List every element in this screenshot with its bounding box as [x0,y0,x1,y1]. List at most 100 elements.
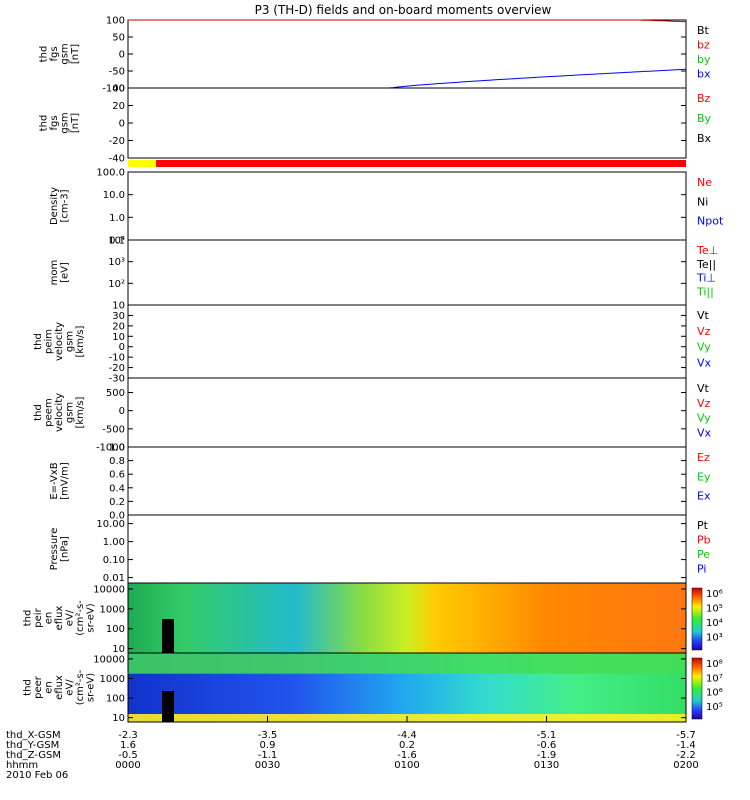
x-tick-label: -5.7 [676,730,696,741]
legend-entry: Ne [697,176,712,189]
x-row-label: thd_Z-GSM [6,750,61,761]
y-tick-label: 10.0 [103,190,125,201]
panel-peir_eflux: 10⁶ 10⁵ 10⁴ 10³ 10000 1000 100 10 thd peir en eflux… [23,582,723,655]
x-tick-label: -1.9 [537,750,557,761]
x-tick-label: 0100 [394,760,419,771]
y-axis-label: mom [49,260,60,286]
y-tick-label: 30 [112,311,125,322]
panel-peem_velocity: 500 0 -500 -1000 thd peem velocity gsm [km/s] Vt V… [33,378,712,454]
status-bar-yellow [128,160,156,167]
y-tick-label: -20 [109,363,125,374]
y-tick-label: 0 [119,50,125,61]
x-tick-label: -3.5 [258,730,278,741]
x-tick-label: 0.2 [399,740,415,751]
y-axis-label: thd [23,610,34,627]
data-gap [162,619,174,653]
y-tick-label: -100 [102,84,125,95]
x-row-label: thd_Y-GSM [6,740,59,751]
x-tick-label: -2.2 [676,750,696,761]
series-bx [128,68,687,89]
y-axis-label: velocity [54,393,65,432]
legend-entry: Pb [697,534,711,547]
x-tick-label: 1.6 [120,740,136,751]
legend-entry: Ni [697,195,708,208]
legend-entry: Ex [697,490,711,503]
x-tick-label: -0.6 [537,740,557,751]
y-tick-label: 500 [106,388,125,399]
y-axis-label: (cm²-s- [75,600,86,636]
y-axis-label: [eV] [59,262,70,283]
panel-fgs_gsm2: 40 20 0 -20 -40 thd fgs gsm [nT] Bz By Bx [38,84,712,165]
legend-entry: Ey [697,470,711,483]
x-axis-annotation: thd_X-GSM -2.3 -3.5 -4.4 -5.1 -5.7 thd_Y-GSM 1.… [6,716,699,781]
y-axis-label: sr-eV) [86,673,97,702]
y-axis-label: [km/s] [75,325,86,357]
y-axis-label: gsm [59,43,70,64]
y-axis-label: [km/s] [75,396,86,428]
y-tick-label: 0.10 [103,555,125,566]
y-tick-label: 10² [108,279,125,290]
y-axis-label: gsm [59,112,70,133]
x-tick-label: -0.5 [118,750,138,761]
y-tick-label: 0.4 [109,483,125,494]
y-tick-label: 40 [112,84,125,95]
y-axis-label: thd [33,333,44,350]
legend-entry: bz [697,39,710,52]
y-axis-label: peer [33,675,44,699]
spectrogram-fill [128,583,686,653]
legend-entry: Vz [697,397,711,410]
y-axis-label: [mV/m] [59,462,70,500]
colorbar [691,657,703,720]
panel-frame [127,87,687,159]
y-axis-label: [nT] [70,113,81,133]
y-tick-label: 20 [112,101,125,112]
y-axis-label: thd [33,404,44,421]
panel-frame [127,304,687,379]
y-axis-label: E=-VxB [49,462,60,499]
x-tick-label: -1.1 [258,750,278,761]
y-tick-label: 10 [112,332,125,343]
y-axis-label: [nPa] [59,536,70,562]
colorbar-tick-label: 10⁵ [706,702,723,713]
panel-frame [127,446,687,516]
y-tick-label: -500 [102,424,125,435]
y-tick-label: -30 [109,374,125,385]
y-tick-label: 20 [112,321,125,332]
y-tick-label: -50 [109,67,125,78]
colorbar-tick-label: 10³ [706,633,723,644]
y-axis-label: thd [38,46,49,63]
colorbar-tick-label: 10⁶ [706,688,723,699]
y-tick-label: 100.0 [96,168,125,179]
spectrogram-top-band [128,653,686,674]
x-tick-label: -1.4 [676,740,696,751]
y-axis-label: sr-eV) [86,603,97,632]
y-tick-label: 50 [112,33,125,44]
y-tick-label: 0.2 [109,497,125,508]
colorbar [691,587,703,651]
x-row-label: thd_X-GSM [6,730,61,741]
y-tick-label: -20 [109,136,125,147]
legend-entry: bx [697,68,711,81]
y-tick-label: 0 [119,342,125,353]
x-tick-label: -4.4 [397,730,417,741]
legend-entry: Bx [697,132,712,145]
x-tick-label: -1.6 [397,750,417,761]
y-tick-label: 0 [119,119,125,130]
y-tick-label: 10.00 [96,519,125,530]
panel-frame [127,514,687,584]
y-axis-label: thd [38,115,49,132]
y-axis-label: peem [44,398,55,426]
y-axis-label: fgs [49,46,60,61]
y-axis-label: Pressure [49,528,60,571]
y-axis-label: en [44,612,55,625]
x-tick-label: 0000 [115,760,140,771]
y-tick-label: 0.0 [109,511,125,522]
legend-entry: Bt [697,24,710,37]
legend-entry: Npot [697,215,724,228]
panel-peer_eflux: 10⁸ 10⁷ 10⁶ 10⁵ 10000 1000 100 10 thd peer en eflux… [23,652,723,724]
y-tick-label: 10 [112,713,125,724]
y-axis-label: velocity [54,322,65,361]
colorbar-tick-label: 10⁴ [706,618,723,629]
